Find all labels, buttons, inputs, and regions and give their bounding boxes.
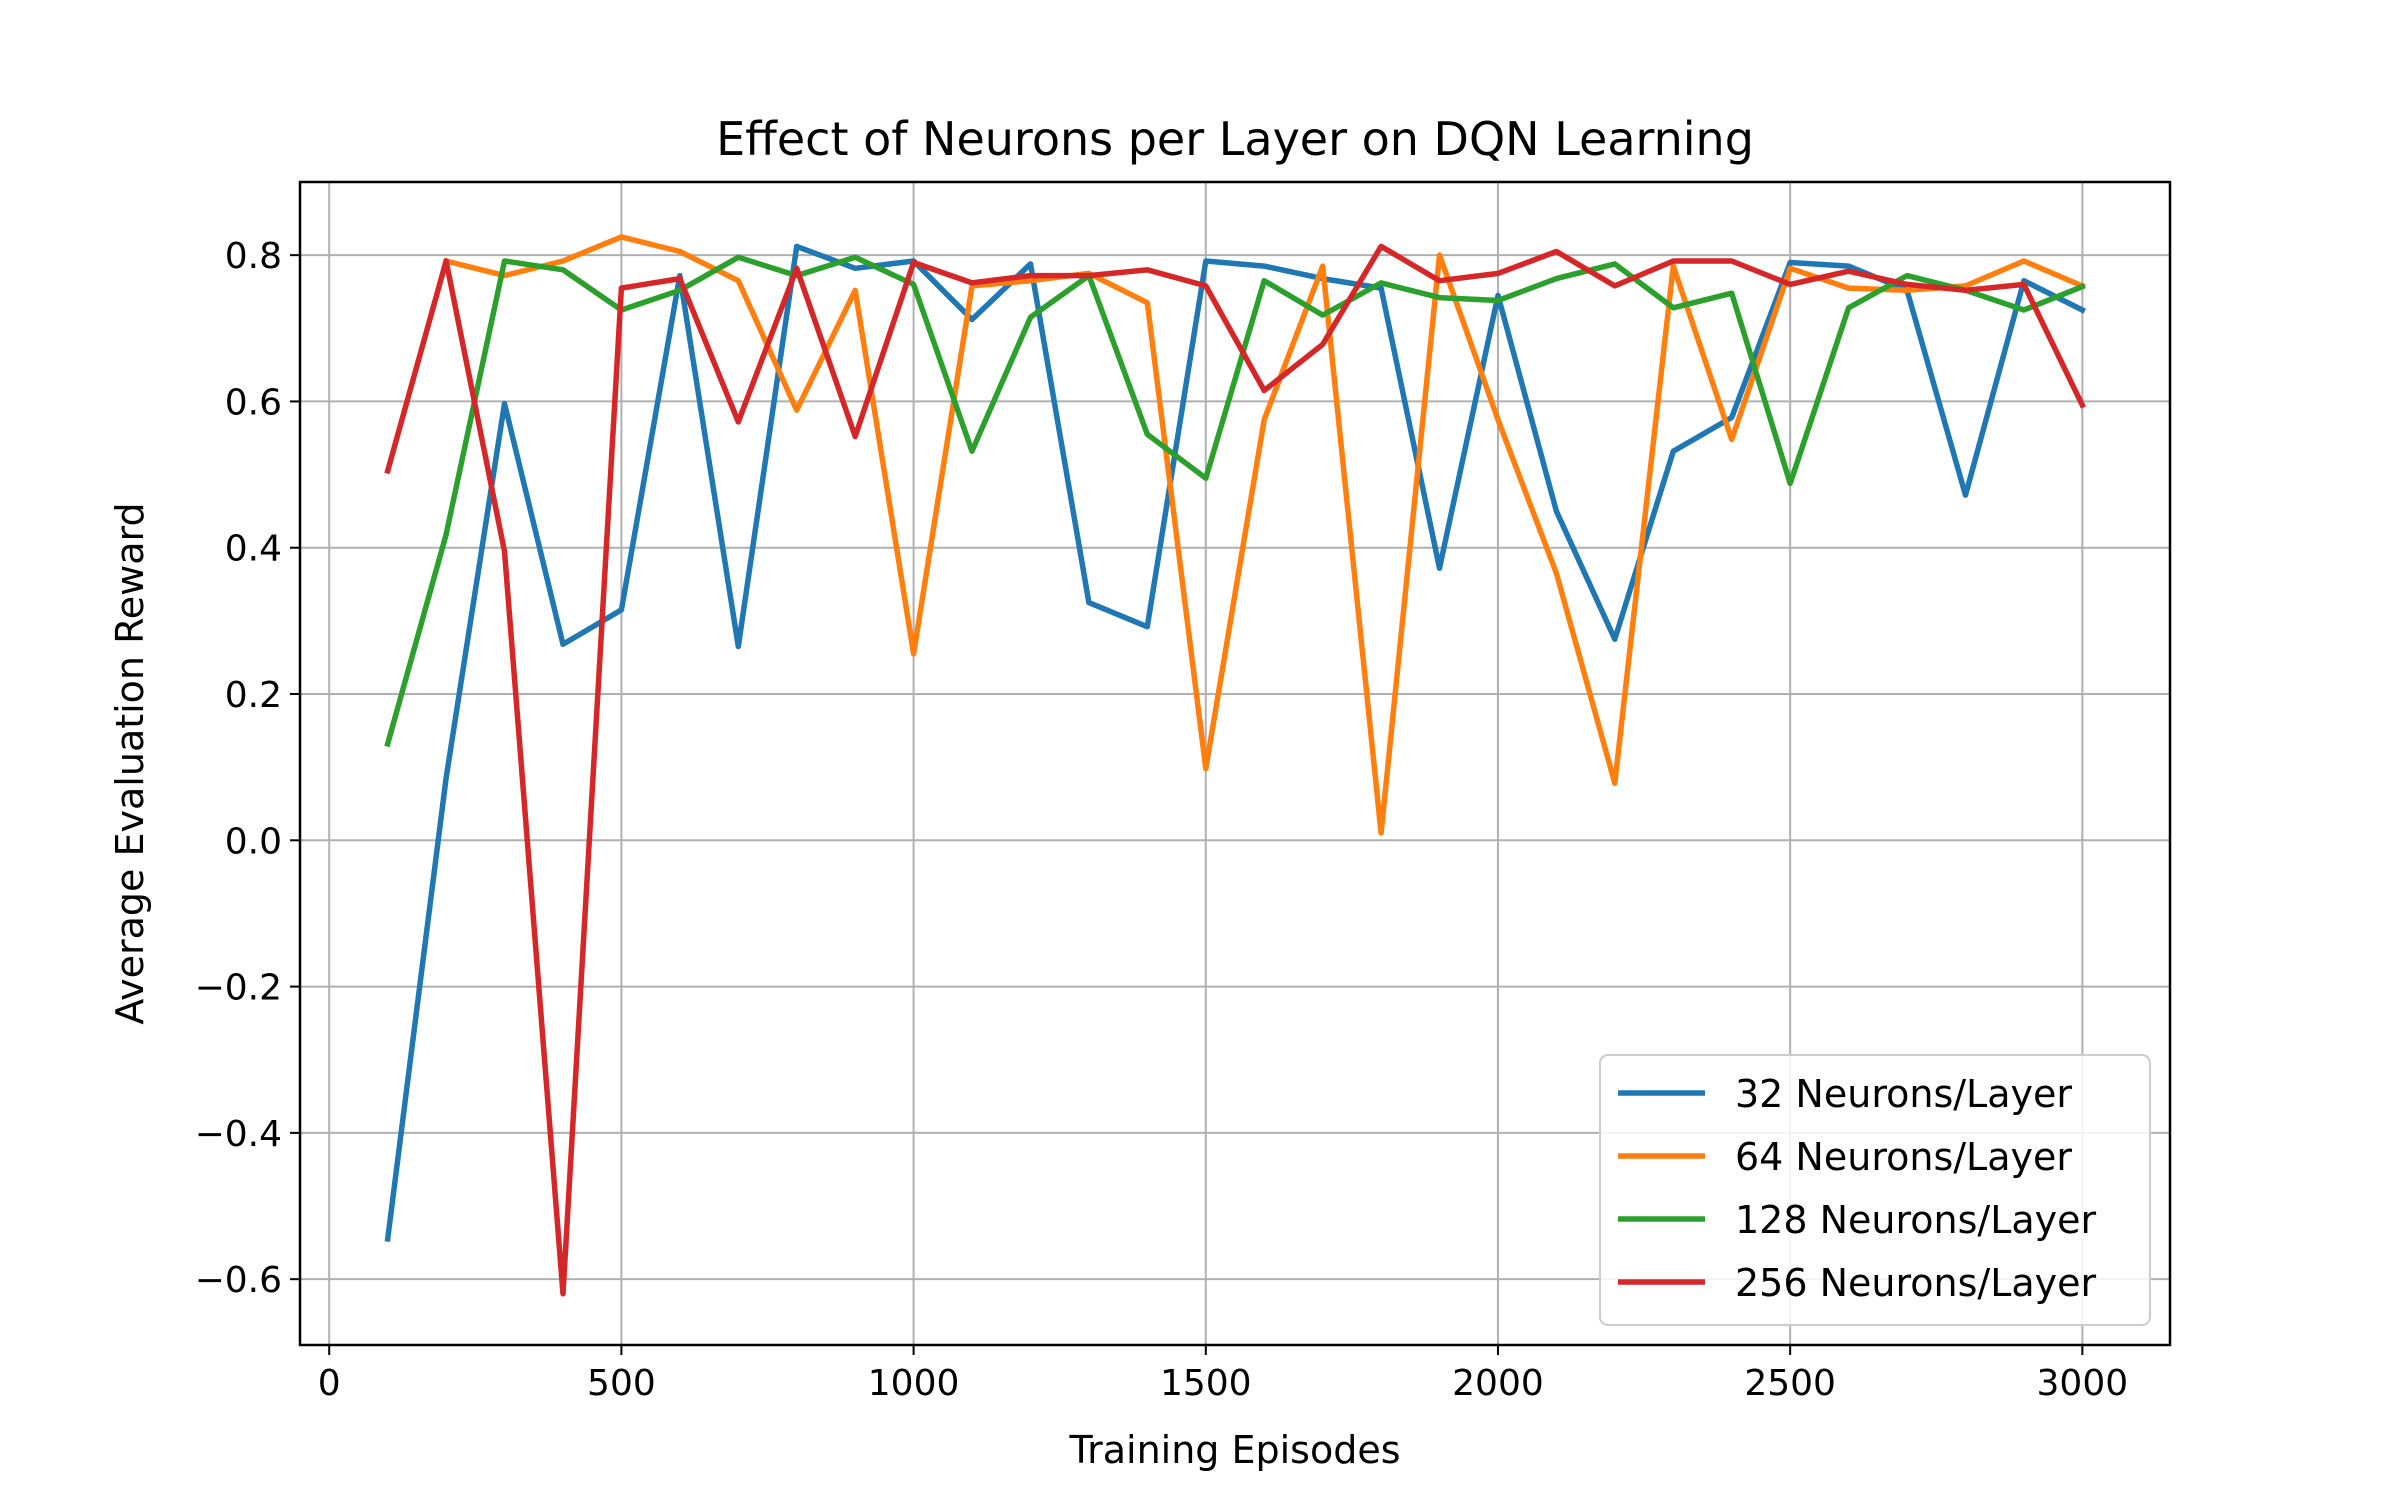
legend-label: 32 Neurons/Layer <box>1735 1072 2072 1116</box>
x-tick-label: 3000 <box>2037 1363 2129 1404</box>
y-tick-label: 0.0 <box>225 821 282 862</box>
legend-label: 128 Neurons/Layer <box>1735 1198 2097 1242</box>
y-tick-label: −0.6 <box>195 1260 282 1301</box>
x-tick-label: 2000 <box>1452 1363 1544 1404</box>
legend-label: 256 Neurons/Layer <box>1735 1261 2097 1305</box>
x-axis-label: Training Episodes <box>1068 1428 1400 1472</box>
series-layer <box>384 234 2086 1297</box>
x-tick-label: 1500 <box>1160 1363 1252 1404</box>
y-tick-label: −0.4 <box>195 1114 282 1155</box>
y-tick-label: 0.8 <box>225 236 282 277</box>
y-tick-label: 0.2 <box>225 675 282 716</box>
y-tick-label: 0.6 <box>225 382 282 423</box>
x-tick-label: 2500 <box>1744 1363 1836 1404</box>
y-tick-label: 0.4 <box>225 529 282 570</box>
tick-layer: 0 500 1000 1500 2000 2500 3000 −0.6 −0.4 −0.2 0.0 0… <box>195 236 2129 1404</box>
legend: 32 Neurons/Layer 64 Neurons/Layer 128 Neur… <box>1599 1054 2151 1326</box>
series-line-3 <box>384 254 2086 748</box>
plot-frame <box>298 180 2172 1347</box>
y-axis-label: Average Evaluation Reward <box>108 502 152 1024</box>
y-tick-label: −0.2 <box>195 968 282 1009</box>
x-tick-label: 1000 <box>868 1363 960 1404</box>
series-line-1 <box>384 243 2086 1242</box>
legend-box <box>1599 1054 2151 1326</box>
x-tick-label: 0 <box>318 1363 341 1404</box>
grid-layer <box>300 182 2170 1345</box>
legend-label: 64 Neurons/Layer <box>1735 1135 2072 1179</box>
chart-title: Effect of Neurons per Layer on DQN Learn… <box>716 112 1754 166</box>
series-line-4 <box>384 243 2086 1297</box>
x-tick-label: 500 <box>587 1363 656 1404</box>
